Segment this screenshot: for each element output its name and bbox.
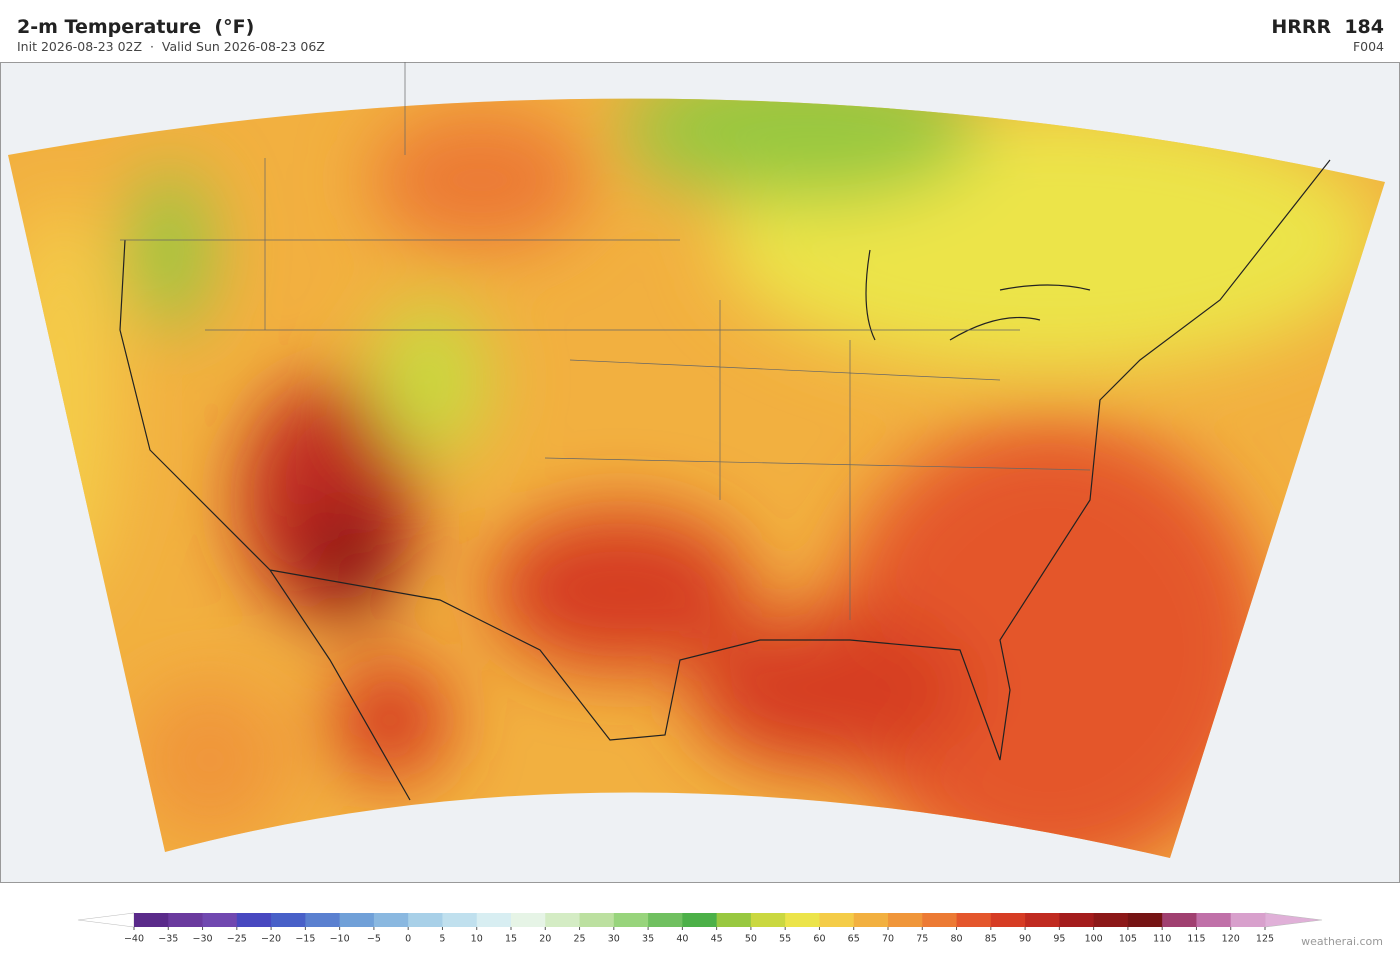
colorbar-bin xyxy=(202,913,238,927)
colorbar-bin xyxy=(339,913,375,927)
colorbar-tick-label: −15 xyxy=(295,934,315,945)
colorbar-bin xyxy=(1025,913,1060,927)
colorbar-bin xyxy=(888,913,923,927)
colorbar-tick-label: 15 xyxy=(505,934,517,945)
colorbar-tick-label: 100 xyxy=(1085,934,1103,945)
colorbar-tick-label: 55 xyxy=(779,934,791,945)
credit: weatherai.com xyxy=(1301,935,1383,948)
colorbar-bin xyxy=(1093,913,1129,927)
colorbar-tick-label: 50 xyxy=(745,934,757,945)
boundaries xyxy=(120,62,1091,620)
colorbar-bin xyxy=(442,913,478,927)
colorbar-tick-label: 120 xyxy=(1222,934,1240,945)
colorbar-under xyxy=(77,912,135,928)
model-name: HRRR 184 xyxy=(1271,16,1384,38)
colorbar-bin xyxy=(545,913,580,927)
forecast-hour: F004 xyxy=(1352,39,1384,54)
colorbar-tick-label: 95 xyxy=(1053,934,1065,945)
colorbar-tick-label: 35 xyxy=(642,934,654,945)
colorbar-bin xyxy=(682,913,718,927)
colorbar-tick-label: 85 xyxy=(985,934,997,945)
colorbar-bin xyxy=(922,913,957,927)
colorbar-bin xyxy=(373,913,409,927)
colorbar-tick-label: 80 xyxy=(950,934,962,945)
colorbar-tick-label: −40 xyxy=(124,934,144,945)
colorbar-bin xyxy=(819,913,855,927)
colorbar-tick-label: −30 xyxy=(193,934,213,945)
colorbar-bin xyxy=(613,913,649,927)
colorbar-tick-label: 60 xyxy=(813,934,825,945)
colorbar-bin xyxy=(1127,913,1163,927)
map-title: 2-m Temperature (°F) xyxy=(17,16,255,38)
colorbar-tick-label: −10 xyxy=(330,934,350,945)
colorbar-bin xyxy=(750,913,786,927)
colorbar-tick-label: 75 xyxy=(916,934,928,945)
colorbar-bin xyxy=(785,913,820,927)
colorbar-tick-label: 20 xyxy=(539,934,551,945)
colorbar-tick-label: 115 xyxy=(1187,934,1205,945)
colorbar-bin xyxy=(1196,913,1232,927)
colorbar-bin xyxy=(990,913,1026,927)
colorbar-tick-label: 40 xyxy=(676,934,688,945)
colorbar-bin xyxy=(716,913,752,927)
colorbar-tick-label: 105 xyxy=(1119,934,1137,945)
colorbar-tick-label: 25 xyxy=(573,934,585,945)
colorbar-tick-label: 70 xyxy=(882,934,894,945)
colorbar-bin xyxy=(168,913,203,927)
colorbar-tick-label: 65 xyxy=(848,934,860,945)
colorbar-bin xyxy=(648,913,683,927)
colorbar-tick-label: −35 xyxy=(158,934,178,945)
colorbar-over xyxy=(1264,912,1323,928)
colorbar-tick-label: 45 xyxy=(711,934,723,945)
colorbar-bin xyxy=(853,913,889,927)
colorbar-tick-label: −5 xyxy=(367,934,381,945)
colorbar-tick-label: −20 xyxy=(261,934,281,945)
colorbar-tick-label: 10 xyxy=(471,934,483,945)
colorbar-bin xyxy=(408,913,443,927)
coastlines xyxy=(119,159,1331,801)
colorbar-tick-label: 110 xyxy=(1153,934,1171,945)
colorbar-tick-label: 90 xyxy=(1019,934,1031,945)
colorbar-bin xyxy=(579,913,615,927)
colorbar-tick-label: 125 xyxy=(1256,934,1274,945)
colorbar-bin xyxy=(271,913,306,927)
colorbar-tick-label: 5 xyxy=(439,934,445,945)
colorbar-bin xyxy=(305,913,341,927)
colorbar-bin xyxy=(236,913,272,927)
colorbar-bin xyxy=(956,913,992,927)
colorbar-bin xyxy=(1162,913,1197,927)
temperature-field xyxy=(8,98,1385,859)
colorbar-bin xyxy=(511,913,546,927)
colorbar-bin xyxy=(476,913,512,927)
colorbar-bin xyxy=(1230,913,1266,927)
colorbar-bin xyxy=(134,913,169,927)
run-info: Init 2026-08-23 02Z · Valid Sun 2026-08-… xyxy=(17,39,325,54)
colorbar-tick-label: −25 xyxy=(227,934,247,945)
colorbar-tick-label: 30 xyxy=(608,934,620,945)
colorbar-bin xyxy=(1059,913,1095,927)
colorbar-tick-label: 0 xyxy=(405,934,411,945)
